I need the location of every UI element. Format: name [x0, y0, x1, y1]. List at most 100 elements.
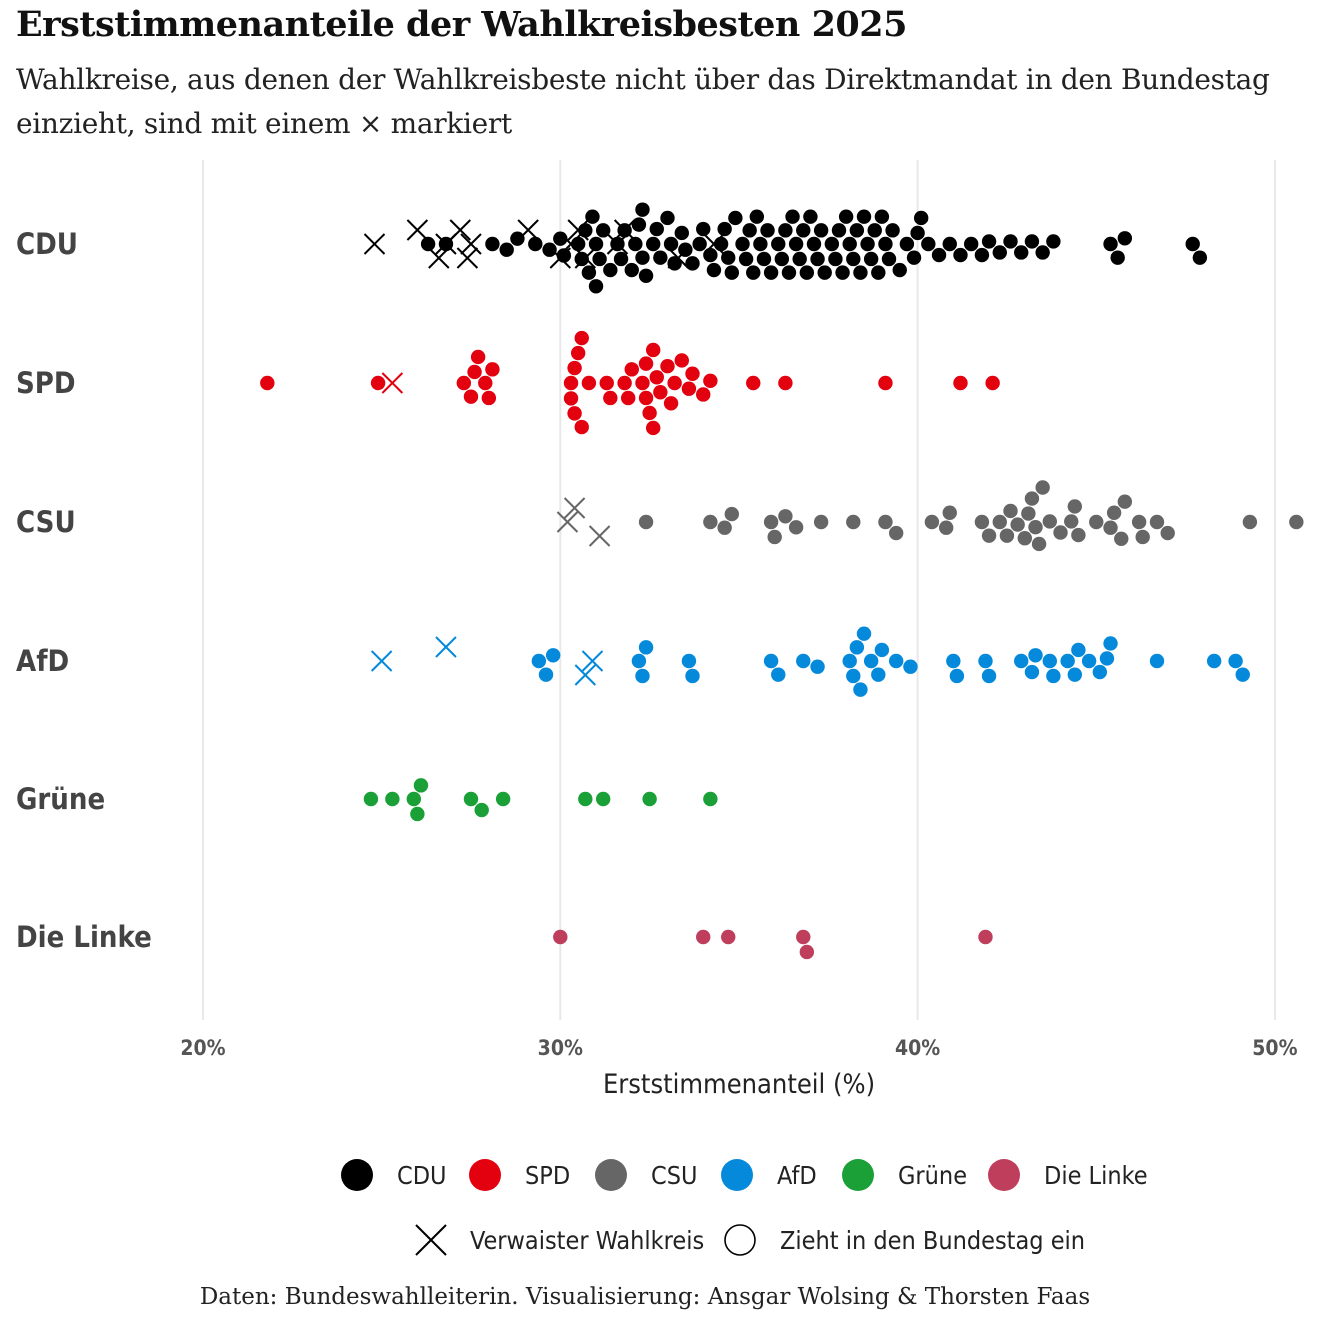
data-point — [645, 420, 661, 436]
data-point — [510, 231, 525, 246]
data-point — [692, 236, 707, 252]
data-point — [610, 236, 625, 252]
data-point — [538, 667, 554, 682]
data-point — [663, 236, 679, 252]
data-point — [595, 791, 611, 807]
data-point — [985, 375, 1000, 391]
orphaned-marker — [563, 497, 586, 519]
data-point — [474, 802, 489, 818]
orphaned-marker — [449, 219, 471, 241]
data-point — [835, 265, 850, 280]
data-point — [746, 265, 761, 280]
party-label: CDU — [16, 227, 78, 261]
data-point — [867, 223, 882, 238]
data-point — [892, 262, 907, 278]
data-point — [581, 265, 597, 280]
data-point — [703, 514, 718, 530]
data-point — [763, 653, 779, 669]
data-point — [1024, 664, 1040, 680]
data-point — [620, 390, 636, 406]
legend: CDU SPD CSU AfD Grüne Die Linke Verwaister Wah… — [341, 1159, 1148, 1256]
data-point — [1071, 527, 1086, 543]
data-point — [796, 653, 811, 669]
data-point — [481, 390, 497, 406]
data-point — [992, 514, 1007, 530]
x-axis-ticks: 20% 30% 40% 50% — [180, 1036, 1297, 1060]
data-point — [942, 505, 957, 520]
data-point — [663, 396, 679, 411]
orphaned-marker — [574, 664, 597, 686]
data-point — [570, 345, 586, 361]
orphaned-marker — [435, 636, 457, 658]
data-point — [1021, 506, 1036, 521]
data-point — [556, 248, 572, 263]
data-point — [1192, 250, 1208, 265]
data-point — [649, 221, 664, 237]
data-point — [792, 251, 807, 267]
legend-label: Zieht in den Bundestag ein — [780, 1226, 1085, 1255]
data-point — [1103, 636, 1118, 651]
data-point — [567, 406, 582, 421]
data-point — [667, 375, 682, 391]
data-point — [553, 929, 568, 945]
data-point — [1117, 231, 1133, 246]
data-point — [595, 223, 611, 238]
data-point — [738, 251, 754, 267]
data-point — [1103, 520, 1118, 535]
data-point — [938, 520, 954, 535]
orphaned-marker — [588, 525, 611, 547]
data-point — [981, 234, 997, 249]
party-labels: CDU SPD CSU AfD Grüne Die Linke — [16, 227, 152, 954]
data-point — [842, 236, 857, 252]
data-point — [946, 653, 961, 669]
x-tick-label: 20% — [180, 1036, 225, 1060]
data-point — [881, 251, 897, 267]
data-point — [974, 247, 990, 263]
data-point — [1035, 245, 1050, 260]
data-point — [871, 667, 886, 682]
data-point — [635, 250, 650, 265]
data-point — [778, 223, 793, 238]
data-point — [685, 256, 700, 271]
data-point — [599, 375, 614, 391]
data-point — [942, 236, 957, 252]
data-point — [1071, 642, 1086, 658]
data-point — [831, 223, 847, 238]
data-point — [856, 209, 872, 224]
data-point — [617, 375, 632, 391]
data-point — [363, 791, 379, 807]
data-point — [874, 209, 890, 224]
data-point — [685, 366, 700, 381]
data-point — [635, 202, 650, 217]
data-point — [638, 356, 654, 371]
party-label: CSU — [16, 505, 76, 539]
data-point — [574, 330, 589, 346]
legend-label: CDU — [397, 1161, 447, 1190]
legend-label: Die Linke — [1044, 1161, 1148, 1190]
data-point — [638, 390, 654, 406]
data-point — [413, 778, 429, 793]
data-point — [1014, 653, 1029, 669]
data-point — [385, 791, 400, 807]
data-point — [871, 265, 886, 280]
data-point — [563, 391, 579, 406]
legend-swatch — [988, 1159, 1020, 1191]
data-point — [713, 236, 729, 252]
data-point — [674, 225, 689, 241]
data-point — [653, 250, 668, 265]
data-point — [746, 375, 761, 391]
data-point — [1242, 514, 1258, 530]
party-label: Die Linke — [16, 920, 152, 954]
data-point — [1042, 653, 1058, 669]
data-point — [1003, 503, 1018, 519]
data-point — [696, 929, 711, 945]
data-point — [717, 221, 732, 237]
data-point — [420, 236, 436, 252]
data-point — [642, 405, 657, 421]
data-point — [978, 929, 993, 945]
data-point — [1081, 653, 1097, 669]
data-point — [1060, 653, 1075, 669]
data-point — [981, 528, 997, 543]
data-point — [1067, 499, 1083, 514]
data-point — [760, 223, 775, 238]
